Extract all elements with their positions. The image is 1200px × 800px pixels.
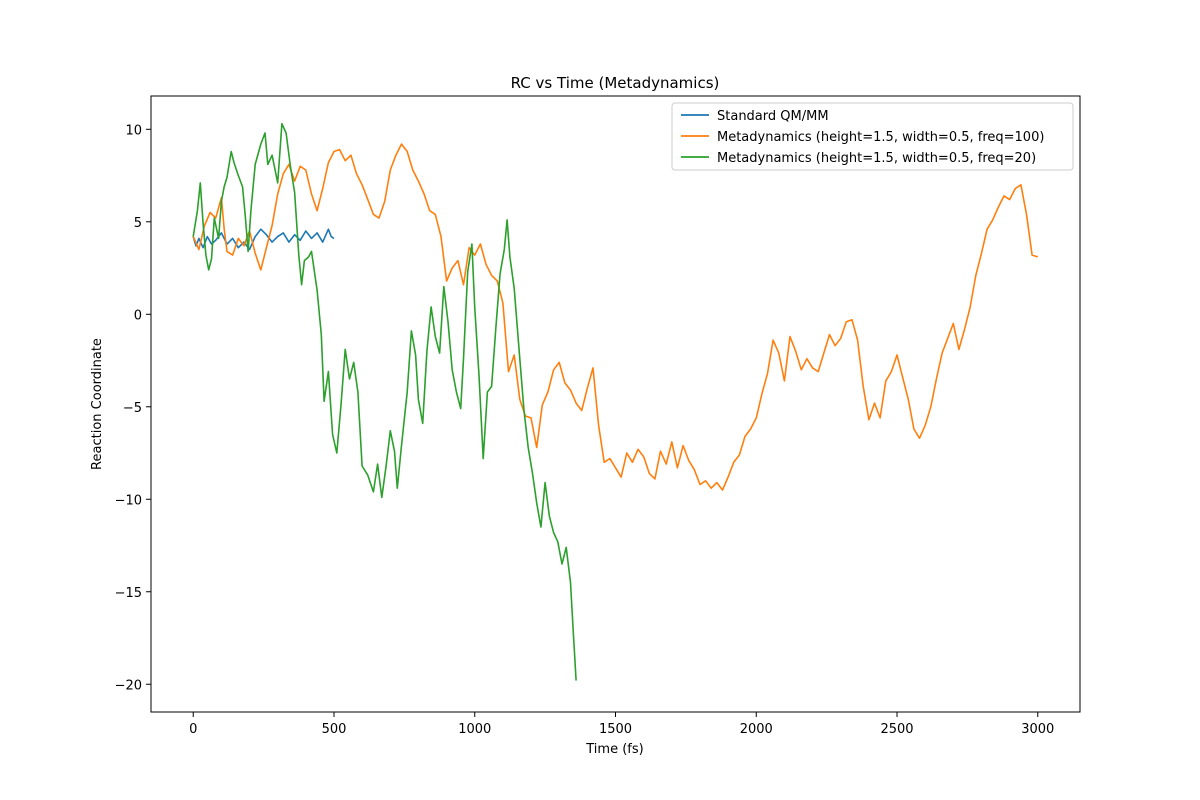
y-tick-label: −5 xyxy=(123,401,142,416)
chart-title: RC vs Time (Metadynamics) xyxy=(511,74,720,92)
x-axis: 0 500 1000 1500 2000 2500 3000 xyxy=(189,712,1054,737)
series-layer xyxy=(192,122,1039,681)
legend-label-2: Metadynamics (height=1.5, width=0.5, fre… xyxy=(717,130,1044,145)
y-tick-label: 5 xyxy=(134,216,142,231)
x-tick-label: 2500 xyxy=(880,722,913,737)
x-tick-label: 1000 xyxy=(458,722,491,737)
y-axis-label: Reaction Coordinate xyxy=(90,338,105,470)
y-tick-label: −15 xyxy=(115,586,142,601)
x-tick-label: 3000 xyxy=(1021,722,1054,737)
legend-label-1: Standard QM/MM xyxy=(717,109,829,124)
y-tick-label: −20 xyxy=(115,678,142,693)
y-tick-label: 0 xyxy=(134,308,142,323)
y-tick-label: 10 xyxy=(125,123,142,138)
x-tick-label: 2000 xyxy=(740,722,773,737)
x-tick-label: 1500 xyxy=(599,722,632,737)
y-tick-label: −10 xyxy=(115,493,142,508)
series-line-3 xyxy=(192,122,577,681)
x-tick-label: 500 xyxy=(322,722,347,737)
x-axis-label: Time (fs) xyxy=(585,742,643,757)
y-axis: −20 −15 −10 −5 0 5 10 xyxy=(115,123,151,693)
x-tick-label: 0 xyxy=(189,722,197,737)
legend: Standard QM/MM Metadynamics (height=1.5, … xyxy=(671,102,1074,171)
series-line-2 xyxy=(192,143,1039,491)
legend-box xyxy=(671,102,1074,171)
legend-label-3: Metadynamics (height=1.5, width=0.5, fre… xyxy=(717,151,1036,166)
series-line-1 xyxy=(192,228,335,251)
